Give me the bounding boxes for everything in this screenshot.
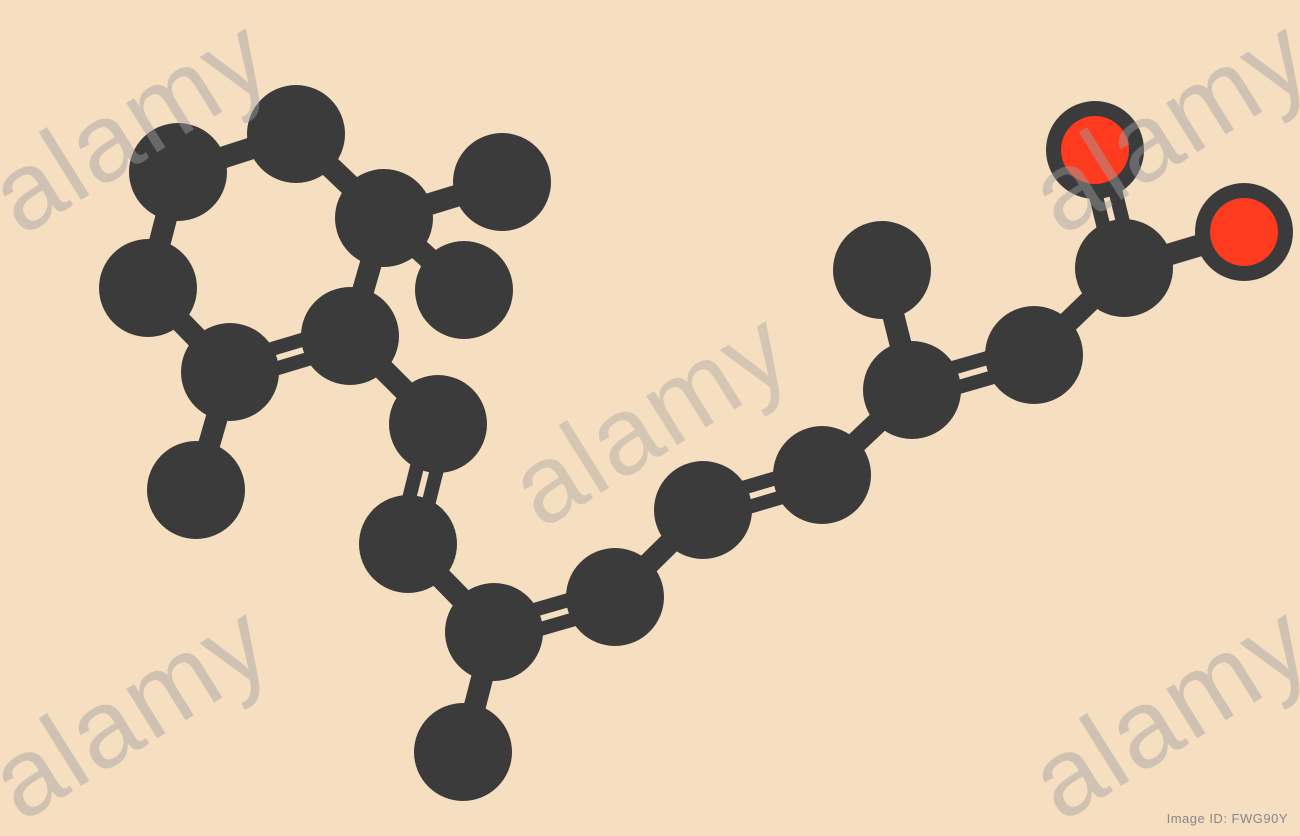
atom-carbon	[359, 495, 457, 593]
atom-carbon	[247, 85, 345, 183]
atom-carbon	[99, 239, 197, 337]
atom-carbon	[654, 461, 752, 559]
atom-carbon	[181, 323, 279, 421]
atom-carbon	[445, 583, 543, 681]
diagram-canvas: alamy alamy alamy alamy alamy Image ID: …	[0, 0, 1300, 836]
atom-carbon	[833, 221, 931, 319]
atom-carbon	[566, 548, 664, 646]
atom-carbon	[147, 441, 245, 539]
molecule-diagram	[0, 0, 1300, 836]
atom-carbon	[773, 426, 871, 524]
atom-carbon	[129, 123, 227, 221]
atoms-layer	[99, 85, 1293, 801]
atom-carbon	[863, 341, 961, 439]
bonds-layer	[148, 134, 1244, 752]
atom-oxygen	[1061, 116, 1129, 184]
atom-carbon	[335, 169, 433, 267]
atom-carbon	[301, 287, 399, 385]
atom-oxygen	[1210, 198, 1278, 266]
atom-carbon	[415, 241, 513, 339]
atom-carbon	[1075, 219, 1173, 317]
atom-carbon	[389, 375, 487, 473]
atom-carbon	[985, 306, 1083, 404]
atom-carbon	[414, 703, 512, 801]
atom-carbon	[453, 133, 551, 231]
